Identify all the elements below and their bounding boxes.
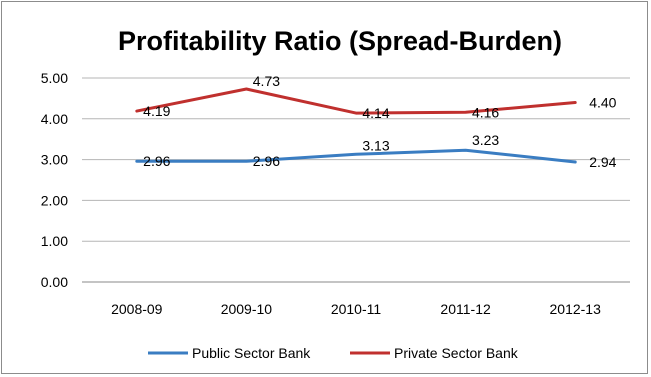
y-tick-label: 4.00 (41, 111, 68, 127)
data-label: 2.96 (253, 153, 280, 169)
data-labels: 2.96 2.96 3.13 3.23 2.94 4.19 4.73 4.14 4.16 4.40 (143, 73, 616, 170)
data-label: 4.73 (253, 73, 280, 89)
data-label: 3.23 (472, 132, 499, 148)
x-axis: 2008-09 2009-10 2010-11 2011-12 2012-13 (111, 301, 601, 317)
x-tick-label: 2011-12 (440, 301, 491, 317)
series-line-private-sector-bank (135, 87, 577, 115)
y-tick-label: 5.00 (41, 70, 68, 86)
y-tick-label: 1.00 (41, 233, 68, 249)
series-line-public-sector-bank (135, 148, 577, 164)
y-tick-label: 0.00 (41, 274, 68, 290)
data-label: 4.40 (589, 94, 616, 110)
y-axis: 0.00 1.00 2.00 3.00 4.00 5.00 (41, 70, 68, 290)
x-tick-label: 2010-11 (331, 301, 382, 317)
x-tick-label: 2012-13 (550, 301, 602, 317)
legend-label: Public Sector Bank (192, 345, 311, 361)
legend: Public Sector Bank Private Sector Bank (148, 345, 519, 361)
data-label: 2.94 (589, 154, 616, 170)
data-label: 4.14 (362, 105, 389, 121)
data-label: 2.96 (143, 153, 170, 169)
x-tick-label: 2008-09 (111, 301, 163, 317)
y-tick-label: 2.00 (41, 192, 68, 208)
data-label: 3.13 (362, 137, 389, 153)
legend-label: Private Sector Bank (394, 345, 519, 361)
gridlines (82, 77, 630, 283)
x-tick-label: 2009-10 (221, 301, 273, 317)
data-label: 4.16 (472, 104, 499, 120)
chart-title: Profitability Ratio (Spread-Burden) (118, 26, 562, 56)
data-label: 4.19 (143, 103, 170, 119)
series-lines (135, 87, 577, 164)
y-tick-label: 3.00 (41, 152, 68, 168)
